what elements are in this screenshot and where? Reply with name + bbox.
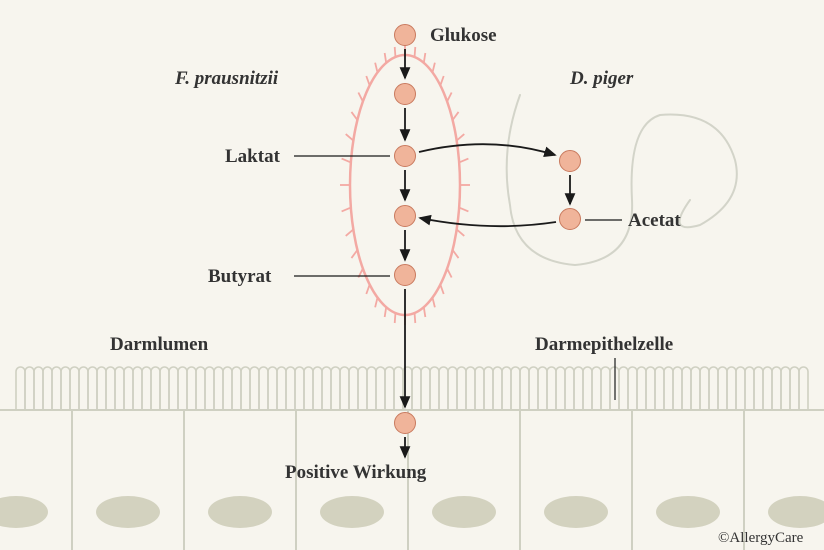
epithelium-layer [0, 367, 824, 550]
piger-top-node [559, 150, 581, 172]
arrow-acetat-to-f [420, 218, 556, 226]
arrow-laktat-to-piger [419, 144, 555, 155]
piger-bottom-node [559, 208, 581, 230]
intermediate-node-2 [394, 205, 416, 227]
connectors-layer [294, 156, 622, 400]
label-positive: Positive Wirkung [285, 462, 426, 484]
epithel-node [394, 412, 416, 434]
intermediate-node-1 [394, 83, 416, 105]
label-laktat: Laktat [225, 146, 280, 168]
label-glukose: Glukose [430, 25, 497, 47]
label-darmlumen: Darmlumen [110, 334, 208, 356]
laktat-node [394, 145, 416, 167]
glukose-node [394, 24, 416, 46]
label-darmepithel: Darmepithelzelle [535, 334, 673, 356]
label-butyrat: Butyrat [208, 266, 271, 288]
label-acetat: Acetat [628, 210, 681, 232]
butyrat-node [394, 264, 416, 286]
label-copyright: ©AllergyCare [718, 530, 803, 547]
label-f_praus: F. prausnitzii [175, 68, 278, 90]
label-d_piger: D. piger [570, 68, 633, 90]
